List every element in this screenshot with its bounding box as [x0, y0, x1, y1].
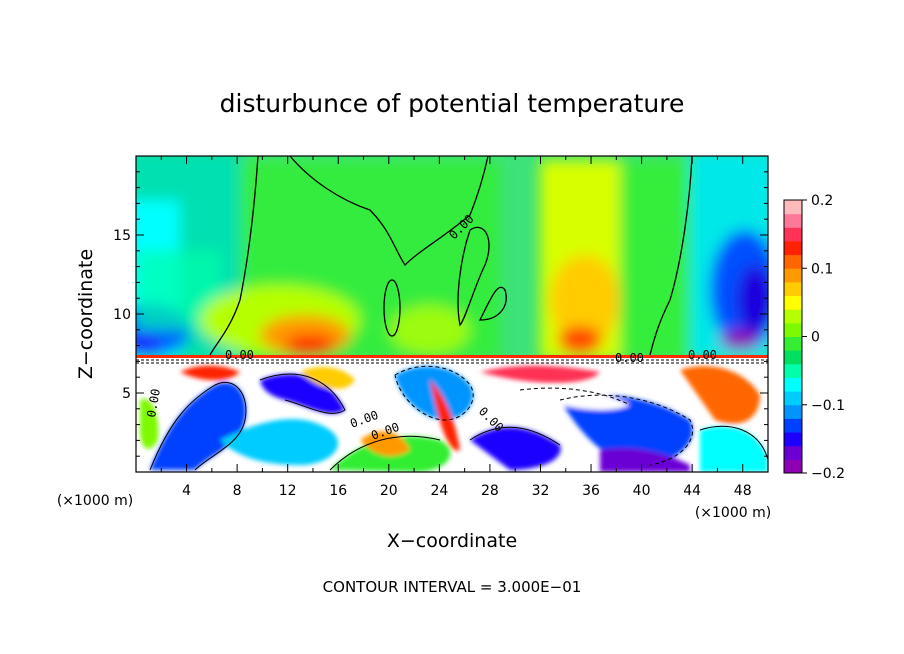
contour-interval: CONTOUR INTERVAL = 3.000E−01 [323, 578, 582, 596]
filament-11 [300, 366, 355, 389]
colorbar-swatch [784, 268, 802, 283]
interface-contours [136, 359, 768, 364]
colorbar-swatch [784, 227, 802, 242]
contour-label: 0.00 [225, 348, 254, 362]
upper-left-darkblue [136, 335, 160, 355]
colorbar-swatch [784, 350, 802, 365]
colorbar-swatch [784, 281, 802, 297]
upper-orange-right [550, 255, 620, 345]
filament-15 [360, 431, 410, 456]
x-axis-title: X−coordinate [387, 530, 517, 552]
x-tick-label: 40 [633, 483, 651, 499]
chart-title: disturbunce of potential temperature [220, 89, 685, 118]
colorbar-swatch [784, 404, 802, 419]
colorbar-swatch [784, 459, 802, 474]
y-axis-title: Z−coordinate [75, 249, 97, 379]
lower-contours [149, 365, 768, 471]
filament-13 [520, 388, 630, 410]
x-tick-label: 32 [532, 483, 550, 499]
colorbar-swatch [784, 418, 802, 433]
colorbar-swatch [784, 432, 802, 447]
upper-red-right [558, 326, 602, 354]
upper-yellow-mid [390, 305, 470, 355]
plot-area [136, 156, 768, 472]
contour-label: 0.00 [615, 351, 644, 365]
colorbar-swatch [784, 309, 802, 324]
x-tick-label: 24 [430, 483, 448, 499]
contour-label: 0.00 [144, 388, 163, 419]
colorbar-swatch [784, 377, 802, 392]
colorbar-swatch [784, 322, 802, 337]
upper-right-green [620, 160, 690, 360]
y-tick-label: 5 [122, 386, 131, 402]
x-tick-label: 36 [582, 483, 600, 499]
filament-7 [560, 395, 693, 466]
lower-field [136, 358, 768, 472]
upper-right-darkblue [737, 265, 768, 335]
x-tick-label: 44 [683, 483, 701, 499]
upper-contours [209, 156, 693, 356]
filament-17 [600, 448, 690, 472]
upper-field [136, 156, 768, 360]
filament-3 [260, 374, 345, 414]
y-tick-label: 10 [113, 307, 131, 323]
x-tick-label: 28 [481, 483, 499, 499]
colorbar-tick-label: −0.2 [811, 466, 845, 482]
colorbar-swatch [784, 363, 802, 378]
colorbar: 0.2 0.1 0 −0.1 −0.2 [783, 193, 845, 482]
filament-1 [150, 382, 246, 470]
upper-red-left [285, 335, 335, 355]
contour-label: 0.00 [688, 348, 717, 362]
filament-14 [140, 399, 159, 449]
upper-right-violet [720, 330, 760, 350]
x-tick-label: 20 [380, 483, 398, 499]
x-tick-label: 4 [182, 483, 191, 499]
x-tick-label: 8 [233, 483, 242, 499]
y-axis: 5 10 15 [113, 171, 768, 457]
colorbar-swatch [784, 240, 802, 256]
filament-6 [470, 427, 561, 470]
x-axis: 4 8 12 16 20 24 28 32 36 40 44 48 [160, 156, 752, 499]
colorbar-tick-label: −0.1 [811, 398, 845, 414]
colorbar-swatch [784, 336, 802, 351]
colorbar-swatch [784, 295, 802, 310]
x-unit-right: (×1000 m) [695, 505, 771, 521]
x-tick-label: 16 [329, 483, 347, 499]
y-tick-label: 15 [113, 228, 131, 244]
colorbar-swatch [784, 445, 802, 460]
filament-10 [180, 365, 240, 381]
filament-9 [700, 426, 768, 472]
filament-16 [430, 380, 460, 451]
filament-12 [480, 365, 600, 383]
x-tick-label: 12 [279, 483, 297, 499]
colorbar-tick-label: 0.1 [811, 261, 833, 277]
colorbar-swatch [784, 391, 802, 406]
colorbar-tick-label: 0 [811, 330, 820, 346]
colorbar-swatch [784, 254, 802, 269]
x-tick-label: 48 [734, 483, 752, 499]
colorbar-tick-label: 0.2 [811, 193, 833, 209]
x-unit-left: (×1000 m) [57, 493, 133, 509]
filament-8 [680, 366, 760, 424]
filament-2 [220, 419, 339, 465]
colorbar-swatch [784, 200, 802, 215]
interface-red-line [136, 355, 768, 358]
colorbar-swatch [784, 213, 802, 228]
